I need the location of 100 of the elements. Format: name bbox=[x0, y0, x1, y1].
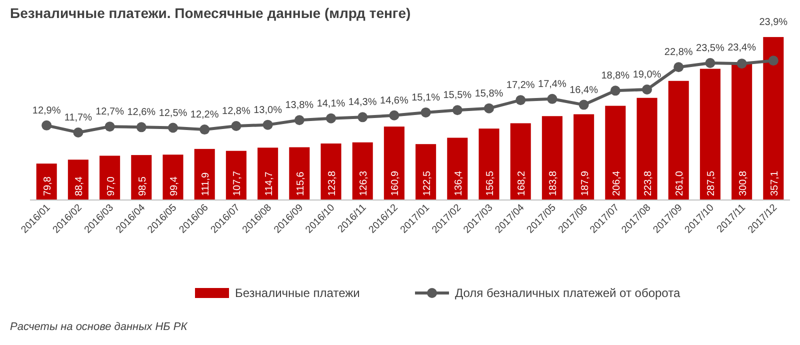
data-label: 12,8% bbox=[222, 106, 250, 117]
data-label: 14,6% bbox=[380, 95, 408, 106]
bar bbox=[478, 128, 500, 200]
data-label: 183,8 bbox=[548, 170, 560, 196]
data-label: 206,4 bbox=[611, 170, 622, 196]
data-label: 187,9 bbox=[580, 170, 591, 196]
point bbox=[168, 122, 178, 133]
point bbox=[484, 103, 494, 114]
data-label: 14,1% bbox=[316, 98, 346, 110]
point bbox=[73, 127, 84, 138]
data-label: 17,2% bbox=[506, 80, 535, 92]
data-label: 11,7% bbox=[64, 112, 92, 124]
point bbox=[104, 122, 115, 132]
bar bbox=[131, 155, 152, 200]
data-label: 300,8 bbox=[738, 170, 749, 196]
point bbox=[231, 120, 242, 131]
point bbox=[705, 58, 716, 68]
bar bbox=[162, 154, 184, 200]
point bbox=[516, 95, 526, 106]
data-label: 223,8 bbox=[643, 170, 654, 196]
point bbox=[736, 58, 747, 69]
point bbox=[389, 110, 400, 120]
data-label: 15,5% bbox=[443, 90, 472, 102]
bar bbox=[732, 62, 752, 200]
data-label: 12,7% bbox=[96, 106, 124, 118]
data-label: 357,1 bbox=[769, 170, 780, 196]
data-label: 15,1% bbox=[412, 92, 440, 104]
data-label: 19,0% bbox=[632, 69, 662, 80]
data-label: 88,4 bbox=[74, 176, 86, 196]
data-label: 123,8 bbox=[327, 170, 338, 196]
data-label: 136,4 bbox=[453, 170, 464, 196]
data-label: 107,7 bbox=[232, 170, 244, 196]
data-label: 261,0 bbox=[674, 170, 686, 196]
data-label: 122,5 bbox=[422, 170, 433, 196]
point bbox=[768, 56, 778, 66]
bar bbox=[258, 148, 278, 200]
data-label: 22,8% bbox=[664, 47, 693, 58]
bar bbox=[574, 114, 594, 200]
data-label: 97,0 bbox=[106, 176, 117, 196]
bar bbox=[447, 138, 468, 200]
data-label: 115,6 bbox=[295, 171, 306, 196]
bar bbox=[510, 123, 531, 200]
bar bbox=[320, 144, 342, 200]
data-label: 12,5% bbox=[158, 108, 188, 119]
point bbox=[136, 122, 146, 132]
data-label: 99,4 bbox=[168, 176, 180, 196]
data-label: 23,4% bbox=[728, 42, 756, 54]
bar bbox=[384, 126, 404, 200]
data-label: 79,8 bbox=[42, 176, 54, 196]
data-label: 156,5 bbox=[485, 170, 496, 196]
legend-label: Безналичные платежи bbox=[235, 286, 360, 300]
point bbox=[547, 94, 558, 104]
bar bbox=[605, 106, 626, 200]
point bbox=[610, 86, 620, 96]
data-label: 14,3% bbox=[348, 97, 377, 108]
point bbox=[452, 105, 462, 116]
data-label: 168,2 bbox=[516, 170, 528, 196]
point bbox=[420, 107, 431, 118]
data-label: 126,3 bbox=[358, 170, 370, 196]
bar bbox=[289, 147, 310, 200]
point bbox=[200, 124, 210, 135]
legend-label: Доля безналичных платежей от оборота bbox=[455, 286, 680, 300]
bar bbox=[542, 116, 562, 200]
data-label: 12,2% bbox=[190, 110, 219, 121]
data-label: 287,5 bbox=[706, 170, 718, 196]
data-label: 16,4% bbox=[570, 84, 598, 96]
data-label: 17,4% bbox=[538, 78, 566, 90]
bar bbox=[636, 98, 658, 200]
bar bbox=[763, 37, 784, 200]
text: Расчеты на основе данных НБ РК bbox=[10, 321, 188, 333]
bar bbox=[100, 156, 120, 200]
point bbox=[262, 120, 273, 130]
data-label: 13,0% bbox=[254, 104, 282, 116]
chart-title: Безналичные платежи. Помесячные данные (млрд тенге) bbox=[10, 5, 411, 21]
bar bbox=[36, 164, 57, 200]
bar bbox=[668, 80, 689, 200]
point bbox=[42, 120, 52, 130]
bar bbox=[416, 144, 436, 200]
data-label: 23,9% bbox=[759, 17, 788, 28]
bar bbox=[68, 160, 88, 200]
bar bbox=[352, 142, 373, 200]
bar bbox=[700, 68, 720, 200]
data-label: 111,9 bbox=[200, 172, 212, 196]
bar bbox=[226, 150, 246, 200]
data-label: 114,7 bbox=[264, 171, 275, 196]
point bbox=[358, 112, 368, 122]
data-label: 12,9% bbox=[32, 105, 61, 116]
data-label: 160,9 bbox=[390, 170, 402, 196]
point bbox=[674, 62, 684, 72]
point bbox=[294, 115, 304, 126]
point bbox=[326, 113, 336, 124]
data-label: 98,5 bbox=[137, 176, 148, 196]
data-label: 15,8% bbox=[474, 88, 504, 100]
data-label: 12,6% bbox=[127, 107, 156, 118]
bar bbox=[194, 148, 215, 200]
data-label: 13,8% bbox=[285, 100, 314, 112]
point bbox=[642, 84, 652, 94]
point bbox=[578, 100, 589, 110]
data-label: 18,8% bbox=[601, 70, 630, 82]
data-label: 23,5% bbox=[696, 42, 724, 54]
